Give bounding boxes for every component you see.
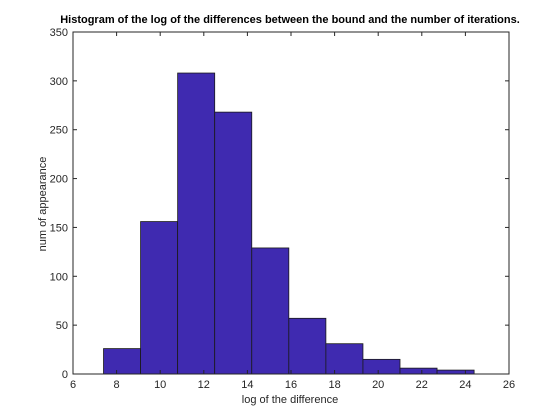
x-axis-label: log of the difference bbox=[242, 394, 338, 406]
x-tick-label-16: 16 bbox=[285, 379, 297, 391]
y-tick-label-100: 100 bbox=[50, 271, 68, 283]
y-tick-label-50: 50 bbox=[56, 320, 68, 332]
x-tick-label-10: 10 bbox=[154, 379, 166, 391]
x-tick-label-22: 22 bbox=[416, 379, 428, 391]
histogram-bar-6 bbox=[288, 317, 327, 375]
chart-title: Histogram of the log of the differences … bbox=[60, 14, 520, 26]
histogram-bar-2 bbox=[140, 221, 179, 375]
y-axis-label: num of appearance bbox=[37, 157, 49, 252]
x-tick-label-18: 18 bbox=[328, 379, 340, 391]
x-tick-label-12: 12 bbox=[198, 379, 210, 391]
histogram-bar-1 bbox=[103, 348, 141, 375]
histogram-bar-3 bbox=[177, 72, 216, 375]
histogram-bar-10 bbox=[436, 369, 475, 375]
y-tick-label-0: 0 bbox=[62, 369, 68, 381]
histogram-bar-9 bbox=[399, 367, 438, 375]
x-tick-label-20: 20 bbox=[372, 379, 384, 391]
x-tick-label-14: 14 bbox=[241, 379, 253, 391]
ticks-layer: 6 8 10 12 14 16 18 20 22 24 26 0 50 100 150 200 250 300 35… bbox=[50, 27, 515, 391]
histogram-bar-5 bbox=[251, 247, 290, 375]
x-tick-label-6: 6 bbox=[70, 379, 76, 391]
histogram-bar-8 bbox=[362, 358, 401, 375]
histogram-bar-7 bbox=[325, 343, 364, 375]
histogram-bar-4 bbox=[214, 111, 253, 375]
y-tick-label-250: 250 bbox=[50, 125, 68, 137]
y-tick-label-350: 350 bbox=[50, 27, 68, 39]
y-tick-label-300: 300 bbox=[50, 76, 68, 88]
x-tick-label-26: 26 bbox=[503, 379, 515, 391]
y-tick-label-200: 200 bbox=[50, 174, 68, 186]
x-tick-label-24: 24 bbox=[459, 379, 471, 391]
bars-layer bbox=[103, 72, 475, 375]
y-tick-label-150: 150 bbox=[50, 222, 68, 234]
x-tick-label-8: 8 bbox=[114, 379, 120, 391]
